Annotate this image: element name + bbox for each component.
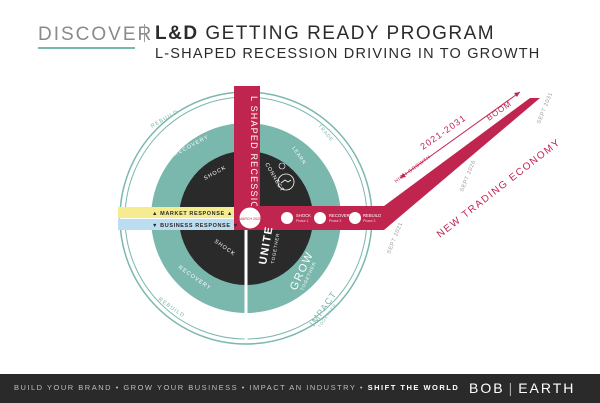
period-arrow-head-up [514, 92, 520, 97]
milestone-recovery: RECOVERY Phase 2 [314, 212, 353, 224]
period-arrow [399, 91, 521, 179]
business-response-band [118, 219, 234, 230]
milestone-shock-label: SHOCK [296, 213, 311, 218]
sept-2026-label: SEPT 2026 [459, 159, 477, 192]
milestone-shock: SHOCK Phase 1 [281, 212, 311, 224]
milestone-rebuild-label: REBUILD [363, 213, 381, 218]
business-response-label: ▼ BUSINESS RESPONSE ▼ [152, 223, 239, 229]
title-bold: L&D [155, 23, 199, 44]
discover-underline [38, 47, 135, 49]
unite-sub-label: TOGETHER [270, 232, 280, 264]
page-subtitle: L-SHAPED RECESSION DRIVING IN TO GROWTH [155, 46, 541, 62]
l-shaped-label: L SHAPED RECESSION [249, 96, 259, 217]
footer-tagline-text: BUILD YOUR BRAND • GROW YOUR BUSINESS • … [14, 383, 365, 392]
header: DISCOVER L&D GETTING READY PROGRAM L-SHA… [0, 0, 600, 70]
handshake-icon [277, 173, 295, 191]
milestone-march-label: MARCH 2020 [239, 217, 261, 221]
milestone-recovery-label: RECOVERY [329, 213, 353, 218]
market-response-band [118, 207, 234, 218]
period-arrow-head-down [400, 173, 406, 178]
globe-icon [278, 162, 286, 170]
scales-icon [315, 136, 325, 144]
milestone-rebuild-sub: Phase 3 [363, 219, 376, 223]
milestone-shock-sub: Phase 1 [296, 219, 309, 223]
brand-left: BOB [469, 380, 505, 396]
milestone-march: MARCH 2020 [238, 206, 262, 230]
title-rest: GETTING READY PROGRAM [205, 23, 496, 44]
l-shaped-bar [234, 86, 260, 218]
brand-logo[interactable]: BOB | EARTH [469, 380, 575, 396]
sept-2031-label: SEPT 2031 [536, 91, 554, 124]
milestone-rebuild: REBUILD Phase 3 [349, 212, 381, 224]
milestone-recovery-sub: Phase 2 [329, 219, 342, 223]
footer-bar: BUILD YOUR BRAND • GROW YOUR BUSINESS • … [0, 374, 600, 403]
market-response-label: ▲ MARKET RESPONSE ▲ [152, 211, 233, 217]
discover-label: DISCOVER [38, 24, 154, 45]
footer-tagline-bold: SHIFT THE WORLD [367, 383, 460, 392]
period-label: 2021-2031 [418, 113, 468, 152]
brand-right: EARTH [518, 380, 576, 396]
sept-2021-label: SEPT 2021 [386, 221, 404, 254]
growth-wedge [384, 98, 540, 230]
header-divider [144, 24, 145, 42]
page-title: L&D GETTING READY PROGRAM [155, 23, 495, 45]
brand-divider: | [508, 380, 515, 396]
economy-label: NEW TRADING ECONOMY [435, 137, 563, 240]
footer-tagline: BUILD YOUR BRAND • GROW YOUR BUSINESS • … [14, 383, 459, 392]
